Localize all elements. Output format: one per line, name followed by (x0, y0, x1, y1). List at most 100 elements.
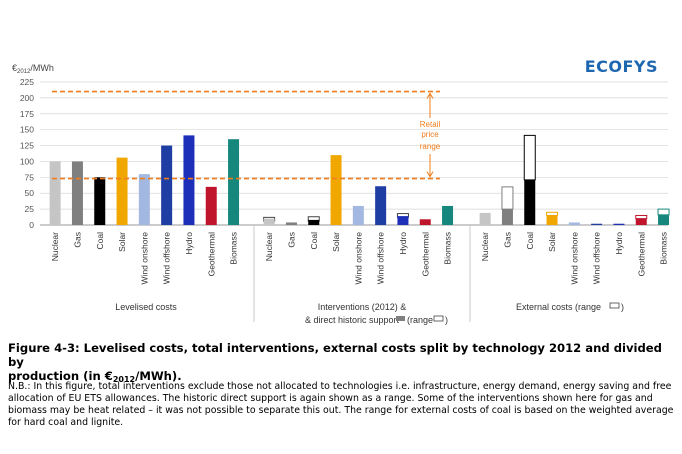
x-tick-label-1-coal: Coal (309, 232, 319, 250)
x-tick-label-0-wind-onshore: Wind onshore (139, 232, 149, 285)
bar-1-solar (330, 155, 342, 225)
x-tick-label-1-wind-offshore: Wind offshore (376, 232, 386, 285)
caption-line1: Figure 4-3: Levelised costs, total inter… (8, 341, 662, 369)
x-tick-label-2-gas: Gas (502, 232, 512, 248)
legend-close-paren-1: ) (445, 315, 448, 325)
bar-0-wind-onshore (138, 174, 150, 225)
bar-0-geothermal (205, 186, 217, 225)
group-label-interventions-line1: Interventions (2012) & (318, 302, 407, 312)
retail-label-line3: range (420, 142, 441, 151)
x-tick-label-2-nuclear: Nuclear (480, 232, 490, 261)
y-tick-label-75: 75 (25, 172, 35, 182)
bar-0-coal (94, 177, 106, 225)
bars (49, 134, 670, 225)
y-tick-labels: 0 25 50 75 100 125 150 175 200 225 (20, 77, 34, 230)
group-label-interventions-line2-text: & direct historic support (305, 315, 400, 325)
bar-2-coal (524, 179, 536, 225)
bar-2-gas (501, 209, 513, 225)
figure-note: N.B.: In this figure, total intervention… (8, 381, 674, 428)
bar-1-coal (308, 219, 320, 225)
y-tick-label-25: 25 (25, 204, 35, 214)
bar-1-nuclear (263, 218, 275, 225)
bar-2-biomass (658, 214, 670, 225)
x-tick-label-1-geothermal: Geothermal (420, 232, 430, 277)
group-label-interventions-range: (range (407, 315, 433, 325)
y-tick-label-225: 225 (20, 77, 34, 87)
retail-label-line1: Retail (420, 120, 441, 129)
x-tick-label-1-nuclear: Nuclear (264, 232, 274, 261)
range-2-solar (546, 211, 559, 216)
ecofys-logo: ECOFYS (585, 57, 658, 76)
group-label-interventions-line2: & direct historic support (305, 315, 400, 325)
figure-caption: Figure 4-3: Levelised costs, total inter… (8, 341, 680, 387)
group-label-external: External costs (range (516, 302, 601, 312)
x-tick-label-0-nuclear: Nuclear (50, 232, 60, 261)
x-tick-label-0-hydro: Hydro (184, 232, 194, 255)
range-2-geothermal (635, 214, 648, 220)
range-2-gas (501, 186, 514, 210)
x-tick-label-1-wind-onshore: Wind onshore (353, 232, 363, 285)
x-tick-label-0-biomass: Biomass (229, 232, 239, 265)
y-tick-label-0: 0 (29, 220, 34, 230)
y-tick-label-150: 150 (20, 125, 34, 135)
x-tick-label-0-coal: Coal (95, 232, 105, 250)
y-axis-label: €2012/MWh (12, 63, 54, 75)
bar-0-hydro (183, 135, 195, 225)
bar-0-biomass (228, 139, 240, 225)
caption-line2-b: /MWh). (135, 369, 182, 383)
x-tick-label-2-wind-onshore: Wind onshore (569, 232, 579, 285)
legend-close-paren-2: ) (621, 302, 624, 312)
x-tick-label-1-hydro: Hydro (398, 232, 408, 255)
x-tick-label-2-geothermal: Geothermal (636, 232, 646, 277)
bar-2-hydro (613, 223, 625, 225)
retail-label-line2: price (421, 130, 439, 139)
x-tick-label-2-coal: Coal (525, 232, 535, 250)
bar-2-solar (546, 215, 558, 225)
caption-line2: production (in €2012/MWh). (8, 369, 680, 387)
x-tick-label-1-biomass: Biomass (443, 232, 453, 265)
bar-1-geothermal (419, 219, 431, 225)
caption-line2-sub: 2012 (112, 375, 136, 384)
y-axis-label-currency: € (12, 63, 17, 73)
bar-0-solar (116, 157, 128, 225)
y-tick-label-125: 125 (20, 141, 34, 151)
group-label-levelised: Levelised costs (115, 302, 177, 312)
caption-line2-a: production (in € (8, 369, 113, 383)
x-tick-label-0-gas: Gas (72, 232, 82, 248)
x-tick-labels: Nuclear Gas Coal Solar Wind onshore Wind offs… (50, 232, 668, 285)
bar-2-wind-offshore (591, 223, 603, 225)
bar-0-nuclear (49, 161, 61, 225)
retail-price-range: Retail price range (52, 90, 441, 180)
y-tick-label-200: 200 (20, 93, 34, 103)
x-tick-label-1-solar: Solar (331, 232, 341, 252)
bar-0-wind-offshore (161, 145, 173, 225)
bar-2-nuclear (479, 212, 491, 225)
x-tick-label-2-biomass: Biomass (659, 232, 669, 265)
group-labels: Levelised costs Interventions (2012) & &… (115, 302, 624, 325)
bar-1-hydro (397, 216, 409, 225)
bar-0-gas (71, 161, 83, 225)
bar-1-wind-offshore (375, 186, 387, 225)
y-tick-label-50: 50 (25, 188, 35, 198)
bar-1-gas (285, 222, 297, 225)
legend-swatch-outline-2 (609, 302, 620, 309)
y-tick-label-175: 175 (20, 109, 34, 119)
x-tick-label-2-wind-offshore: Wind offshore (592, 232, 602, 285)
chart: €2012/MWh ECOFYS 0 25 50 75 100 125 150 175 200 2… (12, 57, 670, 325)
bar-2-wind-onshore (568, 222, 580, 225)
y-axis-label-unit: /MWh (30, 63, 54, 73)
bar-1-wind-onshore (352, 205, 364, 225)
range-2-biomass (657, 208, 670, 216)
x-tick-label-1-gas: Gas (286, 232, 296, 248)
y-axis-label-year: 2012 (17, 69, 31, 75)
x-tick-label-2-solar: Solar (547, 232, 557, 252)
x-tick-label-0-solar: Solar (117, 232, 127, 252)
bar-1-biomass (442, 205, 454, 225)
bar-2-geothermal (635, 218, 647, 225)
range-2-coal (523, 134, 536, 181)
gridlines (40, 81, 668, 322)
x-tick-label-2-hydro: Hydro (614, 232, 624, 255)
retail-arrow-down-head (426, 171, 434, 178)
x-tick-label-0-geothermal: Geothermal (206, 232, 216, 277)
legend-swatch-outline-1 (433, 315, 444, 322)
